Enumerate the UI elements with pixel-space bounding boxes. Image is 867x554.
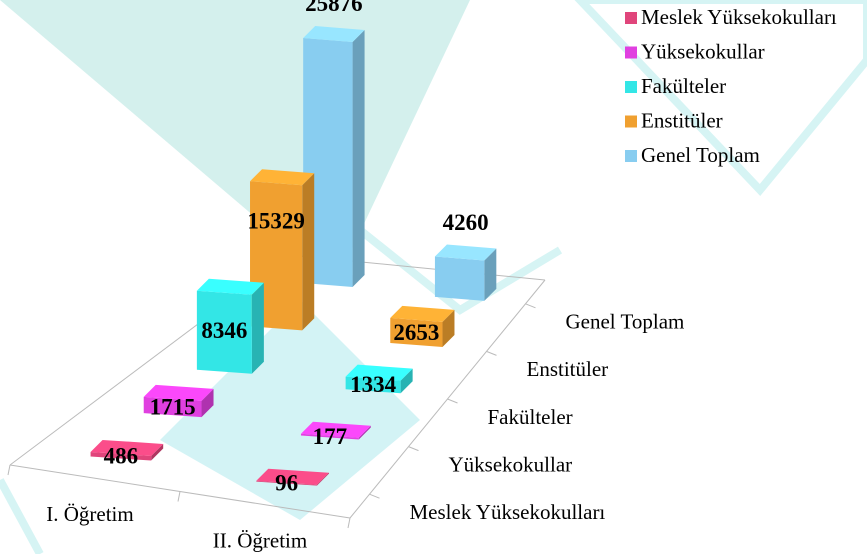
data-label: 25876: [305, 0, 363, 16]
bar: [435, 245, 496, 301]
data-label: 15329: [247, 208, 305, 233]
axis-tick: [526, 304, 536, 308]
axis-tick: [8, 465, 10, 475]
axis-tick: [448, 399, 458, 403]
legend-swatch: [625, 12, 637, 24]
bar-side: [252, 283, 264, 374]
data-label: 4260: [443, 210, 489, 235]
chart: I. Öğretim II. Öğretim Meslek Yüksekokulla…: [0, 0, 867, 554]
legend-label: Enstitüler: [641, 108, 723, 132]
x-tick-label: II. Öğretim: [213, 529, 307, 553]
background-shape: [0, 480, 40, 554]
axis-tick: [348, 518, 350, 528]
bar-side: [302, 173, 314, 330]
data-label: 177: [313, 424, 348, 449]
legend-label: Fakülteler: [641, 74, 726, 98]
data-label: 8346: [201, 318, 247, 343]
depth-tick-label: Genel Toplam: [566, 310, 685, 334]
data-label: 1715: [150, 394, 196, 419]
legend-label: Genel Toplam: [641, 143, 760, 167]
background-shape: [0, 0, 470, 285]
depth-tick-label: Fakülteler: [488, 405, 573, 429]
legend-swatch: [625, 116, 637, 128]
axis-tick: [370, 494, 380, 498]
legend-swatch: [625, 150, 637, 162]
depth-tick-label: Meslek Yüksekokulları: [410, 500, 606, 524]
bar-front: [435, 257, 484, 301]
axis-tick: [487, 351, 497, 355]
axis-tick: [178, 492, 180, 502]
data-label: 96: [275, 470, 298, 495]
legend-label: Yüksekokullar: [641, 39, 765, 63]
legend-swatch: [625, 81, 637, 93]
legend-label: Meslek Yüksekokulları: [641, 5, 837, 29]
x-tick-label: I. Öğretim: [46, 502, 133, 526]
depth-tick-label: Enstitüler: [527, 357, 609, 381]
data-label: 486: [104, 444, 139, 469]
data-label: 2653: [393, 320, 439, 345]
axis-tick: [409, 447, 419, 451]
legend-swatch: [625, 47, 637, 59]
depth-tick-label: Yüksekokullar: [449, 452, 573, 476]
bar-side: [353, 30, 365, 287]
data-label: 1334: [350, 372, 397, 397]
